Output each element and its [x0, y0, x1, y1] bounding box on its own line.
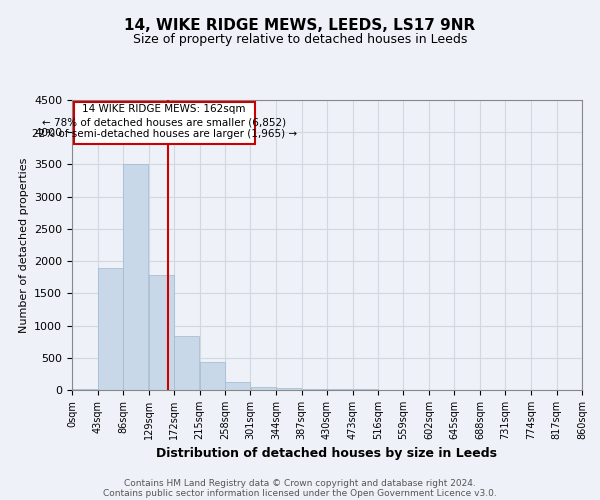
- Bar: [327, 389, 352, 390]
- Bar: [149, 276, 174, 390]
- Text: 14 WIKE RIDGE MEWS: 162sqm: 14 WIKE RIDGE MEWS: 162sqm: [82, 104, 246, 115]
- X-axis label: Distribution of detached houses by size in Leeds: Distribution of detached houses by size …: [157, 448, 497, 460]
- Bar: [123, 164, 148, 390]
- Text: ← 78% of detached houses are smaller (6,852): ← 78% of detached houses are smaller (6,…: [42, 117, 286, 127]
- Bar: [98, 268, 123, 390]
- Bar: [174, 336, 199, 390]
- Text: 14, WIKE RIDGE MEWS, LEEDS, LS17 9NR: 14, WIKE RIDGE MEWS, LEEDS, LS17 9NR: [124, 18, 476, 32]
- Text: Contains public sector information licensed under the Open Government Licence v3: Contains public sector information licen…: [103, 488, 497, 498]
- Y-axis label: Number of detached properties: Number of detached properties: [19, 158, 29, 332]
- Bar: [302, 388, 327, 390]
- Bar: [225, 382, 250, 390]
- Bar: [200, 362, 225, 390]
- Text: 22% of semi-detached houses are larger (1,965) →: 22% of semi-detached houses are larger (…: [32, 130, 297, 140]
- Bar: [74, 102, 254, 144]
- Bar: [251, 387, 276, 390]
- Text: Size of property relative to detached houses in Leeds: Size of property relative to detached ho…: [133, 32, 467, 46]
- Bar: [276, 388, 301, 390]
- Text: Contains HM Land Registry data © Crown copyright and database right 2024.: Contains HM Land Registry data © Crown c…: [124, 478, 476, 488]
